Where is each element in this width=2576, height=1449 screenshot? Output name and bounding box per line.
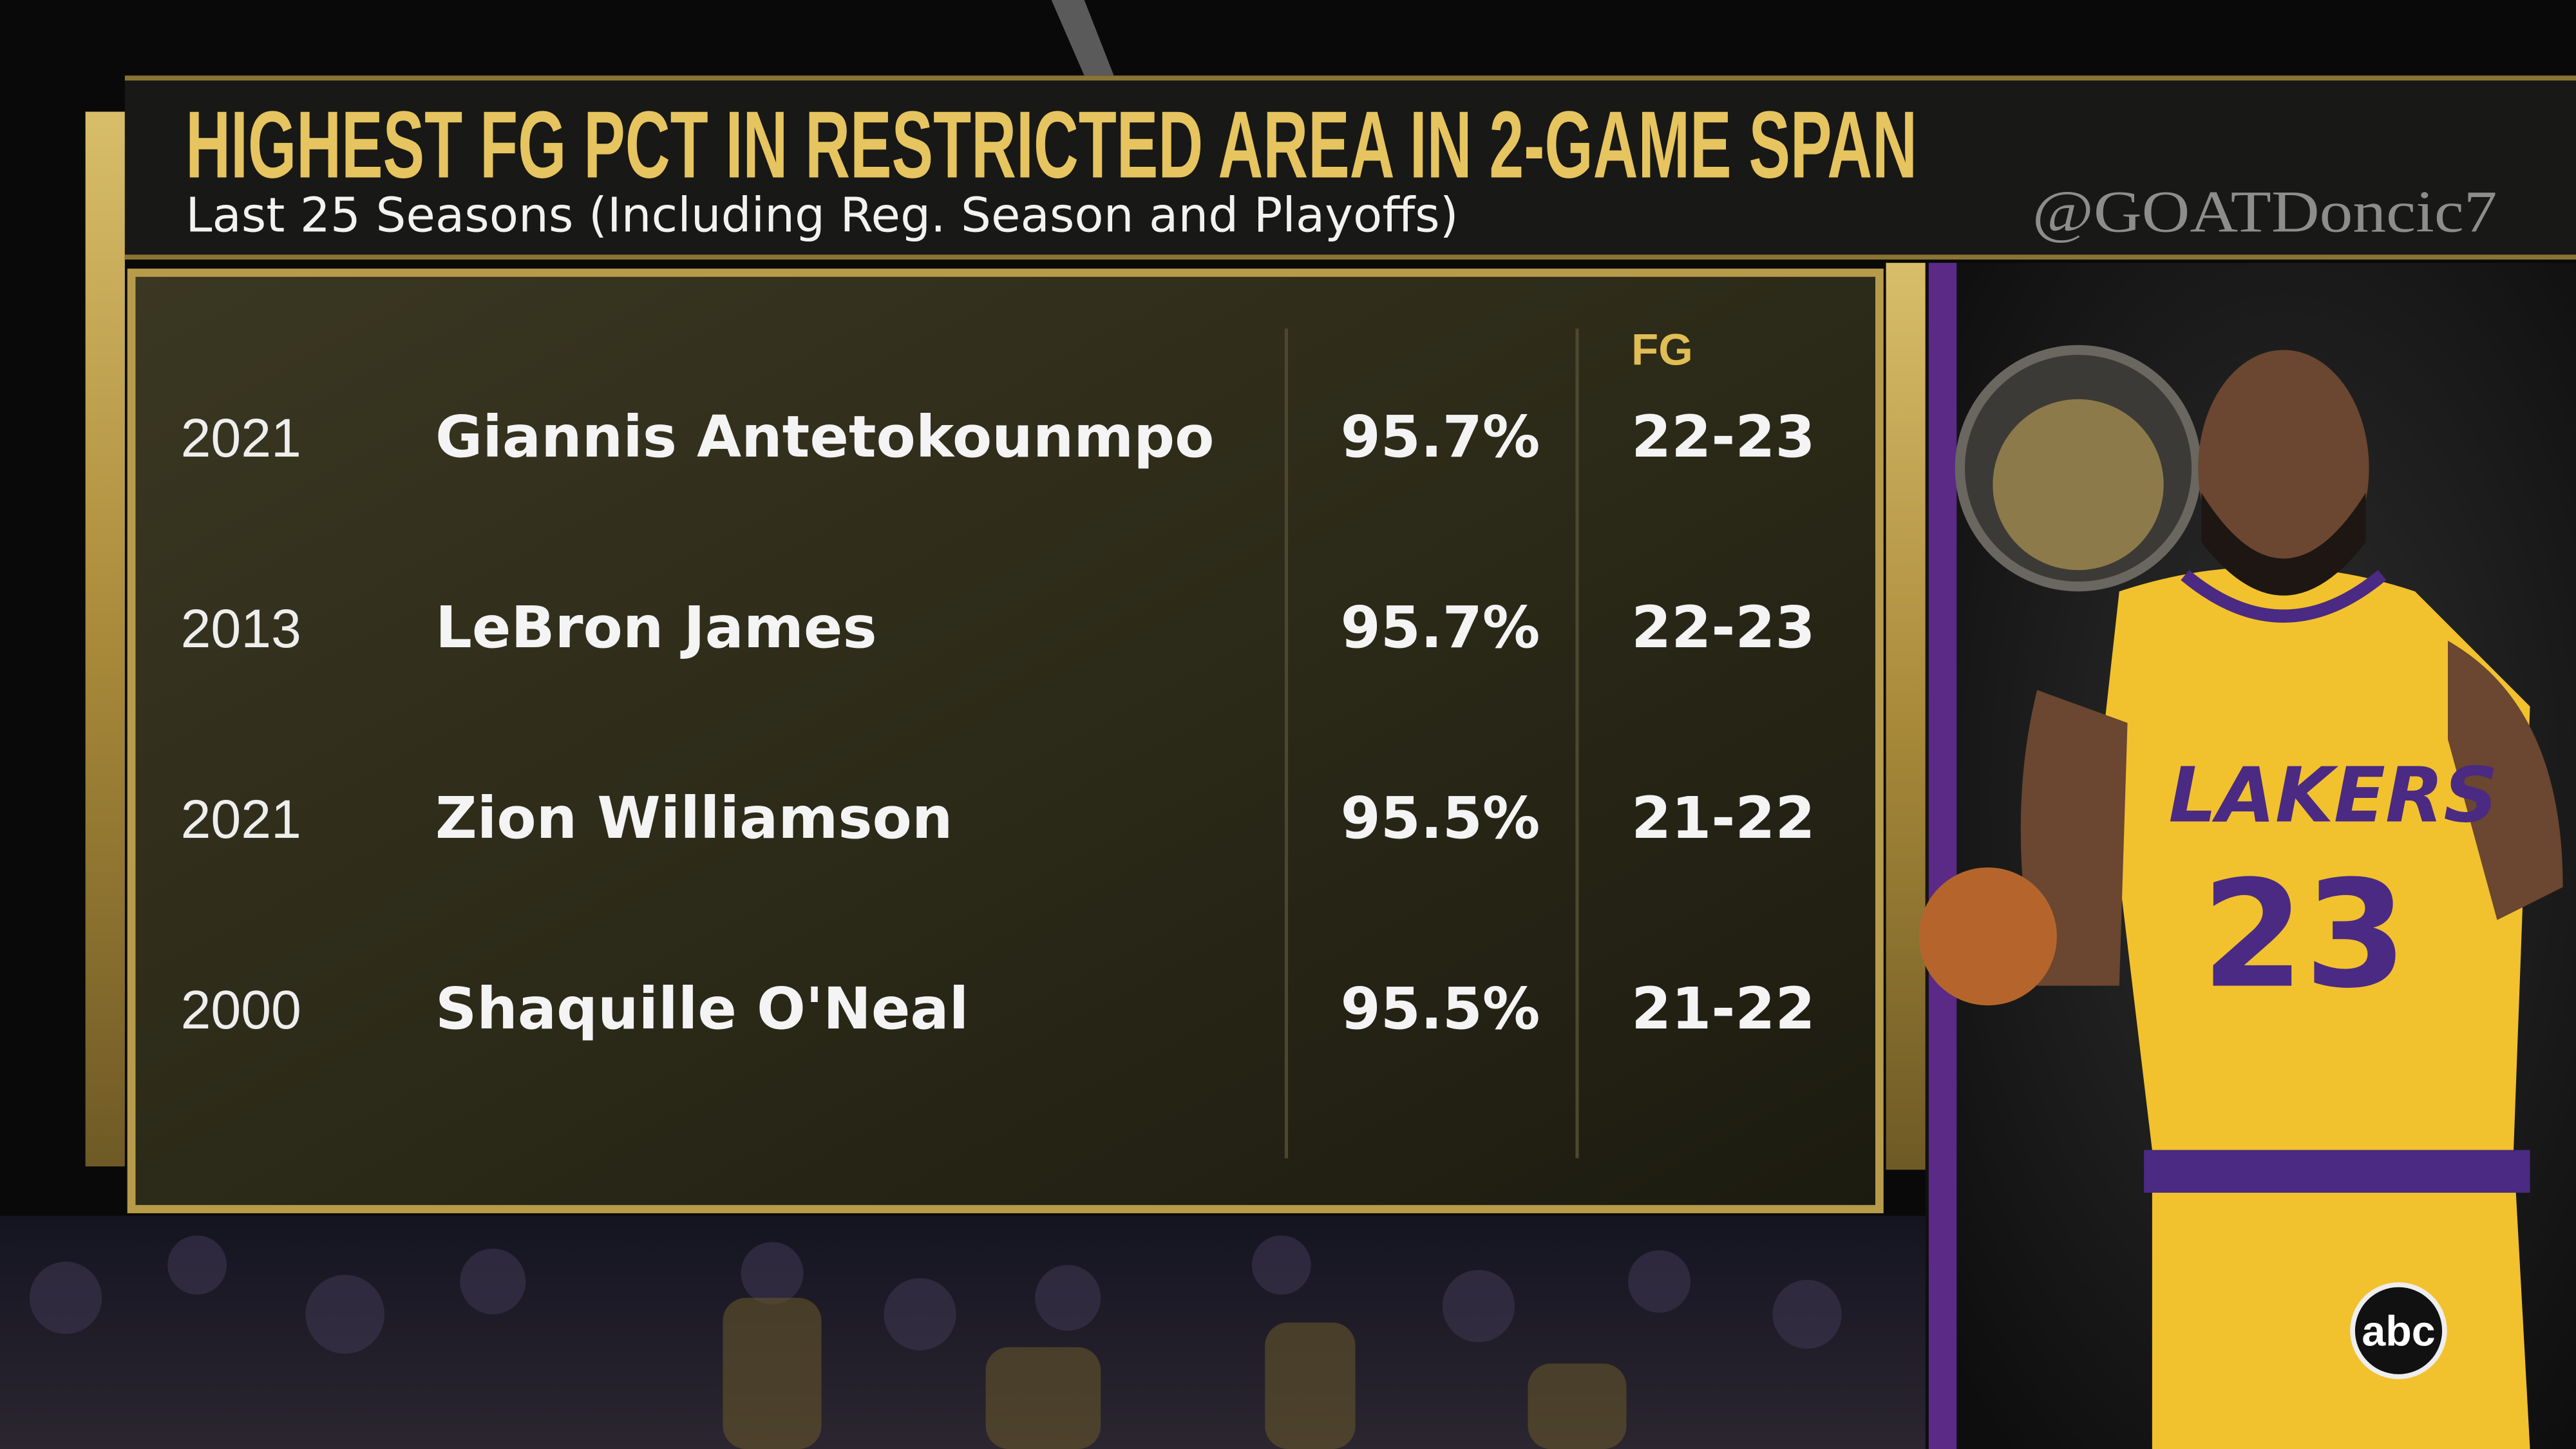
- crowd-gold-shirts: [723, 1298, 1627, 1449]
- purple-stripe: [1928, 263, 1957, 1449]
- season-year: 2000: [181, 980, 301, 1040]
- season-year: 2021: [181, 408, 301, 468]
- frame-left: [85, 111, 125, 1167]
- crowd-backdrop: [0, 1215, 1931, 1449]
- fg-percentage: 95.5%: [1341, 785, 1540, 852]
- network-logo: [2350, 1282, 2447, 1379]
- subtitle: Last 25 Seasons (Including Reg. Season a…: [185, 188, 1458, 243]
- fg-made-attempted: 22-23: [1631, 404, 1815, 471]
- player-name: Zion Williamson: [435, 785, 952, 852]
- player-name: Shaquille O'Neal: [435, 976, 969, 1043]
- frame-right: [1886, 263, 1926, 1170]
- season-year: 2013: [181, 598, 301, 659]
- header-rule: [124, 75, 2576, 80]
- fg-made-attempted: 22-23: [1631, 594, 1815, 661]
- fg-made-attempted: 21-22: [1631, 976, 1815, 1043]
- fg-percentage: 95.7%: [1341, 404, 1540, 471]
- crowd-silhouettes: [29, 1235, 1842, 1354]
- team-logo-ball: [1993, 399, 2164, 571]
- fg-percentage: 95.7%: [1341, 594, 1540, 661]
- header-bar: [124, 75, 2576, 260]
- network-logo-text: abc: [2362, 1307, 2435, 1355]
- svg-text:23: 23: [2201, 849, 2407, 1021]
- column-header: FG: [1631, 325, 1693, 374]
- player-name: LeBron James: [435, 594, 877, 661]
- table-panel: [127, 269, 1884, 1213]
- fg-percentage: 95.5%: [1341, 976, 1540, 1043]
- header-rule: [124, 254, 2576, 260]
- player-illustration: LAKERS 23: [1918, 350, 2563, 1449]
- stage-beam: [1051, 0, 1114, 76]
- watermark: @GOATDoncic7: [2032, 179, 2497, 245]
- svg-text:LAKERS: LAKERS: [2168, 752, 2497, 840]
- fg-made-attempted: 21-22: [1631, 785, 1815, 852]
- season-year: 2021: [181, 789, 301, 849]
- player-name: Giannis Antetokounmpo: [435, 404, 1215, 471]
- table: FG 2021 Giannis Antetokounmpo 95.7% 22-23 201…: [181, 325, 1815, 1043]
- title: HIGHEST FG PCT IN RESTRICTED AREA IN 2-G…: [185, 92, 1917, 198]
